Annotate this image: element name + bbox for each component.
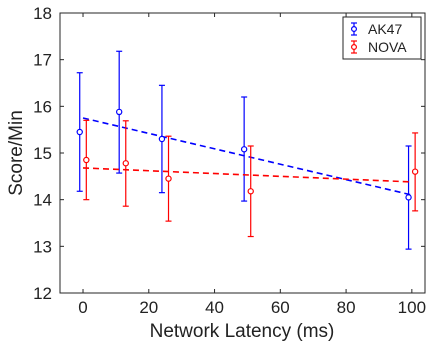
nova-point [123,161,128,166]
legend-nova-marker [352,45,357,50]
y-tick-label: 12 [33,284,52,303]
x-tick-label: 100 [398,298,426,317]
legend: AK47 NOVA [343,17,421,59]
ak47-point [117,109,122,114]
nova-point [413,169,418,174]
y-tick-label: 14 [33,191,52,210]
legend-ak47-label: AK47 [368,21,402,37]
x-tick-label: 80 [337,298,356,317]
y-tick-label: 13 [33,237,52,256]
legend-nova-label: NOVA [368,39,407,55]
y-tick-label: 16 [33,97,52,116]
x-tick-label: 40 [205,298,224,317]
ak47-point [242,147,247,152]
x-axis-label: Network Latency (ms) [150,321,335,342]
y-tick-label: 15 [33,144,52,163]
legend-ak47-marker [352,27,357,32]
nova-point [166,176,171,181]
y-tick-label: 17 [33,51,52,70]
y-tick-label: 18 [33,4,52,23]
x-tick-label: 60 [271,298,290,317]
ak47-point [77,129,82,134]
x-tick-label: 20 [139,298,158,317]
x-tick-label: 0 [78,298,87,317]
nova-point [84,157,89,162]
nova-point [248,189,253,194]
y-axis-label: Score/Min [6,110,27,196]
ak47-point [406,195,411,200]
ak47-point [159,136,164,141]
